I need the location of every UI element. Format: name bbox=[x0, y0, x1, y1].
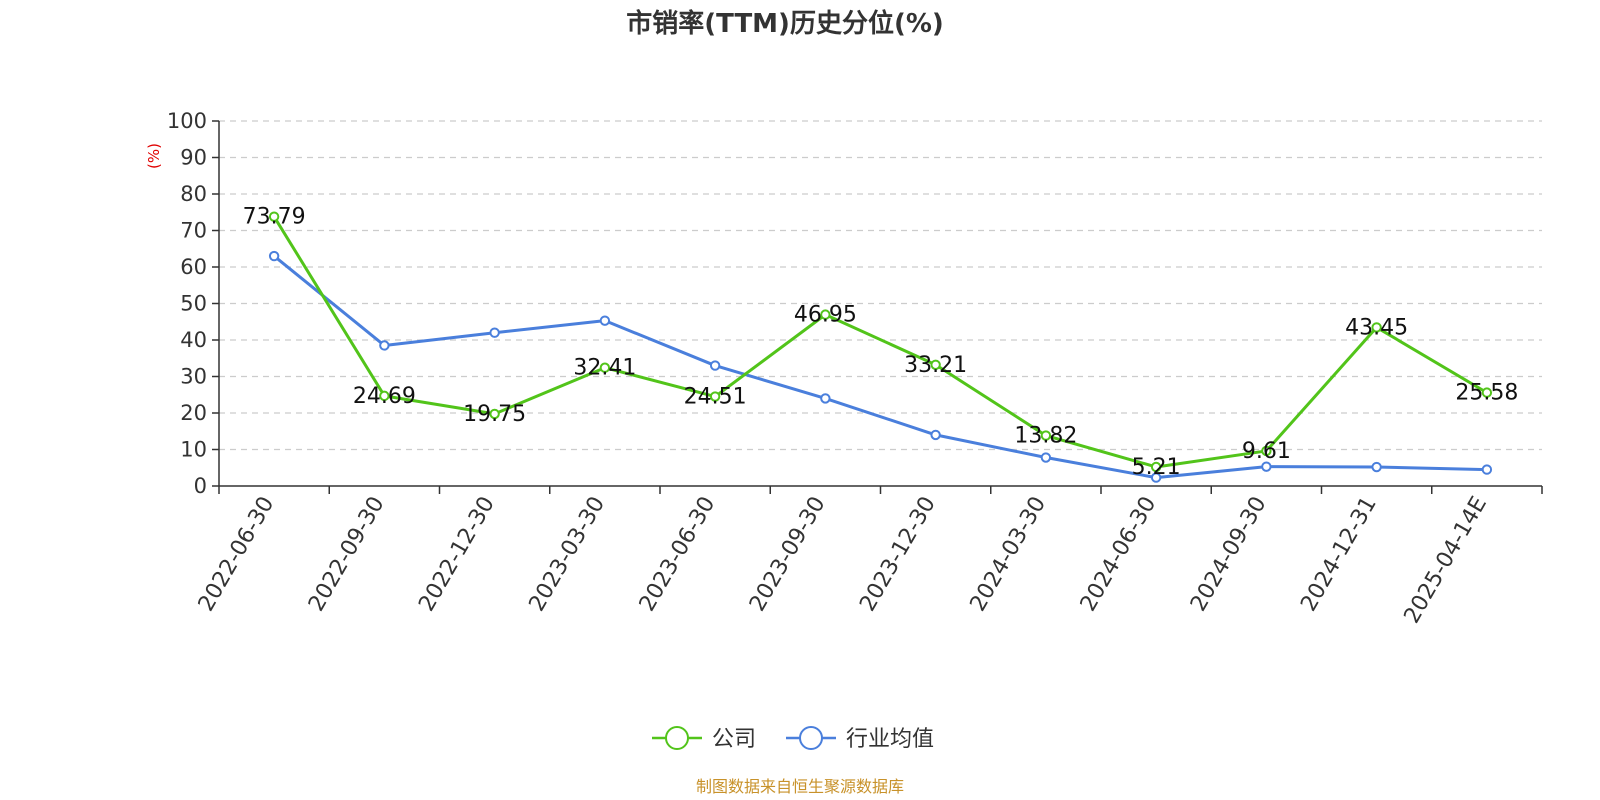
chart-title: 市销率(TTM)历史分位(%) bbox=[626, 8, 944, 39]
data-point[interactable] bbox=[1040, 452, 1052, 463]
legend-marker bbox=[665, 726, 689, 750]
data-point[interactable] bbox=[709, 360, 721, 371]
series-line bbox=[272, 215, 1488, 469]
data-point[interactable] bbox=[1040, 430, 1052, 441]
legend[interactable]: 公司 行业均值 bbox=[652, 726, 934, 752]
data-point[interactable] bbox=[489, 408, 500, 420]
y-axis-ticks: 0 10 20 30 40 50 60 70 80 90 100 bbox=[167, 109, 219, 498]
x-tick-label: 2024-12-31 bbox=[1296, 493, 1382, 616]
data-point[interactable] bbox=[599, 315, 611, 326]
x-tick-label: 2024-06-30 bbox=[1076, 493, 1162, 616]
data-point[interactable] bbox=[1481, 464, 1493, 475]
y-tick-label: 50 bbox=[180, 292, 207, 316]
legend-item[interactable]: 公司 bbox=[652, 726, 756, 752]
data-point[interactable] bbox=[1150, 461, 1162, 473]
data-label: 13.82 bbox=[1014, 424, 1077, 449]
x-tick-label: 2022-09-30 bbox=[304, 493, 390, 616]
x-axis-ticks: 2022-06-30 2022-09-30 2022-12-30 2023-03-30… bbox=[194, 486, 1543, 628]
data-label: 46.95 bbox=[794, 303, 857, 328]
data-point[interactable] bbox=[379, 340, 390, 351]
y-tick-label: 0 bbox=[194, 474, 207, 498]
x-tick-label: 2023-12-30 bbox=[855, 493, 941, 616]
data-label: 19.75 bbox=[463, 402, 526, 427]
y-tick-label: 40 bbox=[180, 328, 207, 352]
x-tick-label: 2024-09-30 bbox=[1186, 493, 1272, 616]
data-point[interactable] bbox=[820, 393, 831, 404]
x-tick-label: 2024-03-30 bbox=[965, 493, 1051, 616]
y-tick-label: 60 bbox=[180, 255, 207, 279]
data-label: 33.21 bbox=[904, 353, 967, 378]
y-tick-label: 20 bbox=[180, 401, 207, 425]
data-labels: 73.79 24.69 19.75 32.41 24.51 46.95 33.21 13.82… bbox=[243, 205, 1519, 480]
y-tick-label: 30 bbox=[180, 365, 207, 389]
series-layer bbox=[268, 211, 1493, 483]
data-label: 5.21 bbox=[1132, 455, 1181, 480]
data-label: 24.51 bbox=[684, 385, 747, 410]
y-tick-label: 10 bbox=[180, 438, 207, 462]
data-point[interactable] bbox=[930, 429, 941, 441]
x-tick-label: 2022-12-30 bbox=[414, 493, 500, 616]
legend-marker bbox=[799, 726, 823, 750]
data-point[interactable] bbox=[930, 359, 941, 370]
data-point[interactable] bbox=[379, 390, 390, 402]
x-tick-label: 2023-06-30 bbox=[635, 493, 721, 616]
data-point[interactable] bbox=[1261, 461, 1272, 472]
series-line bbox=[273, 254, 1487, 480]
x-tick-label: 2023-09-30 bbox=[745, 493, 831, 616]
data-point[interactable] bbox=[1150, 472, 1162, 483]
y-tick-label: 90 bbox=[180, 146, 207, 170]
legend-label: 行业均值 bbox=[846, 727, 934, 752]
data-point[interactable] bbox=[1481, 387, 1493, 398]
y-tick-label: 80 bbox=[180, 182, 207, 206]
source-note: 制图数据来自恒生聚源数据库 bbox=[696, 777, 904, 796]
data-point[interactable] bbox=[489, 327, 500, 338]
legend-label: 公司 bbox=[712, 727, 756, 752]
y-tick-label: 100 bbox=[167, 109, 207, 133]
data-label: 73.79 bbox=[243, 205, 306, 230]
data-label: 43.45 bbox=[1345, 315, 1408, 340]
x-tick-label: 2023-03-30 bbox=[524, 493, 610, 616]
data-point[interactable] bbox=[1371, 461, 1382, 473]
data-point[interactable] bbox=[709, 391, 721, 402]
data-point[interactable] bbox=[268, 250, 280, 262]
data-label: 24.69 bbox=[353, 384, 416, 409]
data-label: 25.58 bbox=[1455, 381, 1518, 406]
data-label: 32.41 bbox=[573, 356, 636, 381]
data-point[interactable] bbox=[599, 362, 611, 373]
y-tick-label: 70 bbox=[180, 219, 207, 243]
x-tick-label: 2025-04-14E bbox=[1400, 493, 1493, 628]
data-point[interactable] bbox=[1261, 445, 1272, 457]
data-point[interactable] bbox=[820, 309, 831, 320]
x-tick-label: 2022-06-30 bbox=[194, 493, 280, 616]
y-axis-unit-label: (%) bbox=[145, 143, 163, 169]
data-label: 9.61 bbox=[1242, 439, 1291, 464]
data-point[interactable] bbox=[1371, 322, 1382, 333]
legend-item[interactable]: 行业均值 bbox=[786, 726, 934, 752]
data-point[interactable] bbox=[268, 211, 280, 222]
